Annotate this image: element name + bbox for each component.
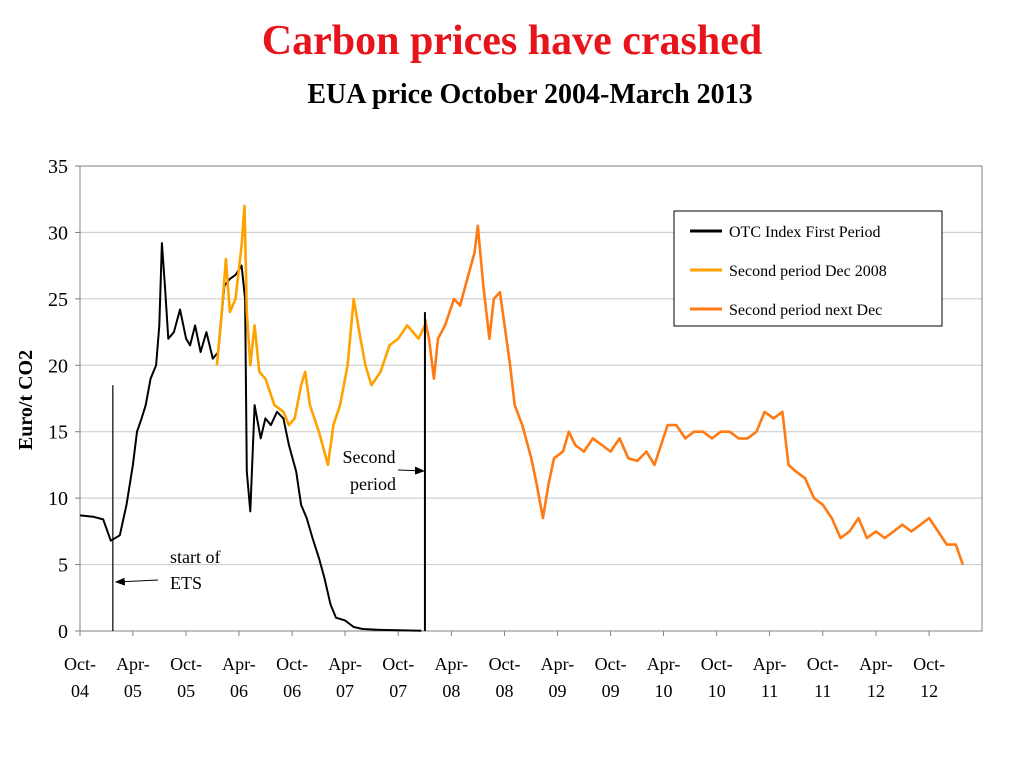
annotation-second-period: period: [350, 474, 396, 494]
y-tick-label: 15: [48, 422, 68, 444]
legend-label-0: OTC Index First Period: [729, 224, 881, 241]
x-tick-label: 06: [283, 681, 301, 701]
y-tick-label: 35: [48, 156, 68, 178]
y-tick-label: 30: [48, 222, 68, 244]
x-tick-label: Apr-: [753, 654, 787, 674]
x-tick-label: Oct-: [595, 654, 627, 674]
x-tick-label: Oct-: [382, 654, 414, 674]
x-tick-label: 05: [177, 681, 195, 701]
x-tick-label: Apr-: [222, 654, 256, 674]
annotation-arrow: [114, 577, 159, 586]
series-line-1: [215, 204, 427, 467]
x-tick-label: 10: [655, 681, 673, 701]
x-tick-label: Oct-: [276, 654, 308, 674]
x-tick-label: 09: [548, 681, 566, 701]
x-tick-label: 08: [496, 681, 514, 701]
x-tick-label: Apr-: [541, 654, 575, 674]
y-tick-label: 0: [58, 621, 68, 643]
x-tick-label: Oct-: [64, 654, 96, 674]
x-tick-label: 06: [230, 681, 248, 701]
x-tick-label: Oct-: [913, 654, 945, 674]
x-tick-label: 11: [814, 681, 831, 701]
annotation-second-period: Second: [343, 447, 396, 467]
x-tick-label: Apr-: [435, 654, 469, 674]
y-axis-ticks: 0 5 10 15 20 25 30 35: [48, 156, 80, 643]
chart-title: EUA price October 2004-March 2013: [307, 79, 753, 110]
y-tick-label: 10: [48, 488, 68, 510]
x-tick-label: 08: [442, 681, 460, 701]
legend: OTC Index First Period Second period Dec …: [673, 210, 943, 327]
x-tick-label: Apr-: [116, 654, 150, 674]
x-tick-label: Apr-: [647, 654, 681, 674]
x-tick-label: 12: [920, 681, 938, 701]
x-tick-label: 11: [761, 681, 778, 701]
y-tick-label: 20: [48, 355, 68, 377]
plot-area-frame: [79, 165, 983, 632]
annotation-arrow: [397, 466, 425, 475]
x-tick-label: Oct-: [489, 654, 521, 674]
x-tick-label: Oct-: [170, 654, 202, 674]
x-tick-label: 12: [867, 681, 885, 701]
x-tick-label: Apr-: [859, 654, 893, 674]
x-axis-ticks: Oct- 04 Apr- 05 Oct- 05 Apr- 06 Oct- 06 Apr- 07 Oct-…: [64, 631, 945, 701]
annotations: start of ETS Second period: [114, 447, 425, 593]
x-tick-label: 07: [336, 681, 354, 701]
x-tick-label: 04: [71, 681, 89, 701]
x-tick-label: 05: [124, 681, 142, 701]
legend-label-2: Second period next Dec: [729, 302, 882, 319]
series-line-0: [79, 242, 422, 632]
y-tick-label: 5: [58, 555, 68, 577]
annotation-start-of-ets: start of: [170, 547, 220, 567]
legend-label-1: Second period Dec 2008: [729, 263, 887, 280]
slide-title: Carbon prices have crashed: [261, 18, 763, 64]
x-tick-label: 10: [708, 681, 726, 701]
y-axis-label: Euro/t CO2: [15, 350, 37, 450]
x-tick-label: Oct-: [701, 654, 733, 674]
y-tick-label: 25: [48, 289, 68, 311]
x-tick-label: 09: [602, 681, 620, 701]
x-tick-label: 07: [389, 681, 407, 701]
annotation-start-of-ets: ETS: [170, 573, 202, 593]
series-lines: [79, 204, 965, 632]
x-tick-label: Oct-: [807, 654, 839, 674]
series-line-2: [423, 224, 965, 566]
x-tick-label: Apr-: [328, 654, 362, 674]
